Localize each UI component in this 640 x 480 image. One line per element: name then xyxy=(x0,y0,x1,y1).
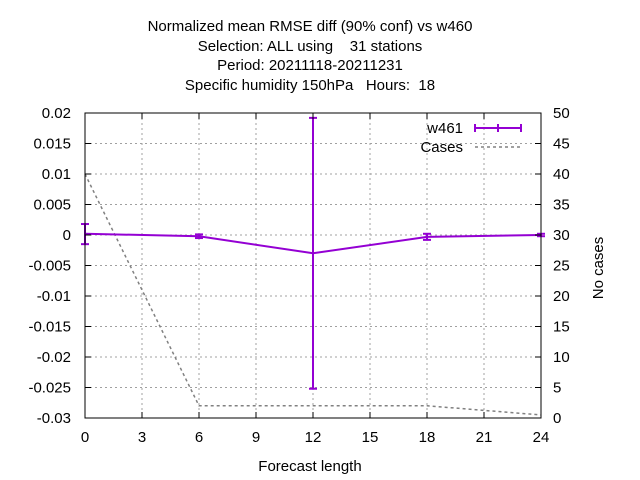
y-tick-label: 0 xyxy=(63,227,71,244)
y-axis-ticks: -0.03 -0.025 -0.02 -0.015 -0.01 -0.005 0 0.005 0… xyxy=(28,105,91,427)
y2-tick-label: 35 xyxy=(553,197,570,214)
w461-point xyxy=(423,232,431,241)
y2-tick-label: 20 xyxy=(553,288,570,305)
y-tick-label: -0.01 xyxy=(37,288,71,305)
y2-tick-label: 25 xyxy=(553,258,570,275)
x-tick-label: 0 xyxy=(81,429,89,446)
y-tick-label: -0.03 xyxy=(37,410,71,427)
y-tick-label: -0.015 xyxy=(28,319,71,336)
x-tick-label: 12 xyxy=(305,429,322,446)
y2-tick-label: 10 xyxy=(553,349,570,366)
y2-tick-label: 30 xyxy=(553,227,570,244)
x-tick-label: 24 xyxy=(533,429,550,446)
y-tick-label: 0.015 xyxy=(33,136,71,153)
w461-series xyxy=(81,116,545,390)
title-line-2: Selection: ALL using 31 stations xyxy=(198,38,423,55)
y2-tick-label: 15 xyxy=(553,319,570,336)
x-tick-label: 21 xyxy=(476,429,493,446)
y2-tick-label: 5 xyxy=(553,380,561,397)
y2-axis-label: No cases xyxy=(590,237,607,300)
legend-swatch-w461 xyxy=(474,124,522,132)
cases-line xyxy=(84,173,542,416)
legend-label-w461: w461 xyxy=(426,120,463,137)
chart-title: Normalized mean RMSE diff (90% conf) vs … xyxy=(148,18,473,94)
x-axis-label: Forecast length xyxy=(258,458,361,475)
y-tick-label: 0.005 xyxy=(33,197,71,214)
y2-tick-label: 50 xyxy=(553,105,570,122)
y-tick-label: 0.01 xyxy=(42,166,71,183)
y-tick-label: -0.005 xyxy=(28,258,71,275)
y2-tick-label: 40 xyxy=(553,166,570,183)
title-line-3: Period: 20211118-20211231 xyxy=(217,57,403,74)
y2-axis-ticks: 0 5 10 15 20 25 30 35 40 45 50 xyxy=(535,105,570,427)
legend-label-cases: Cases xyxy=(420,139,463,156)
cases-series xyxy=(84,173,542,416)
title-line-1: Normalized mean RMSE diff (90% conf) vs … xyxy=(148,18,473,35)
title-line-4: Specific humidity 150hPa Hours: 18 xyxy=(185,77,435,94)
x-tick-label: 9 xyxy=(252,429,260,446)
y2-tick-label: 0 xyxy=(553,410,561,427)
x-tick-label: 15 xyxy=(362,429,379,446)
x-tick-label: 3 xyxy=(138,429,146,446)
w461-point xyxy=(195,233,203,240)
y-tick-label: -0.025 xyxy=(28,380,71,397)
x-tick-label: 18 xyxy=(419,429,436,446)
y-tick-label: -0.02 xyxy=(37,349,71,366)
x-tick-label: 6 xyxy=(195,429,203,446)
y2-tick-label: 45 xyxy=(553,136,570,153)
legend: w461 Cases xyxy=(420,120,522,156)
x-axis-ticks: 0 3 6 9 12 15 18 21 24 xyxy=(81,113,550,446)
y-tick-label: 0.02 xyxy=(42,105,71,122)
